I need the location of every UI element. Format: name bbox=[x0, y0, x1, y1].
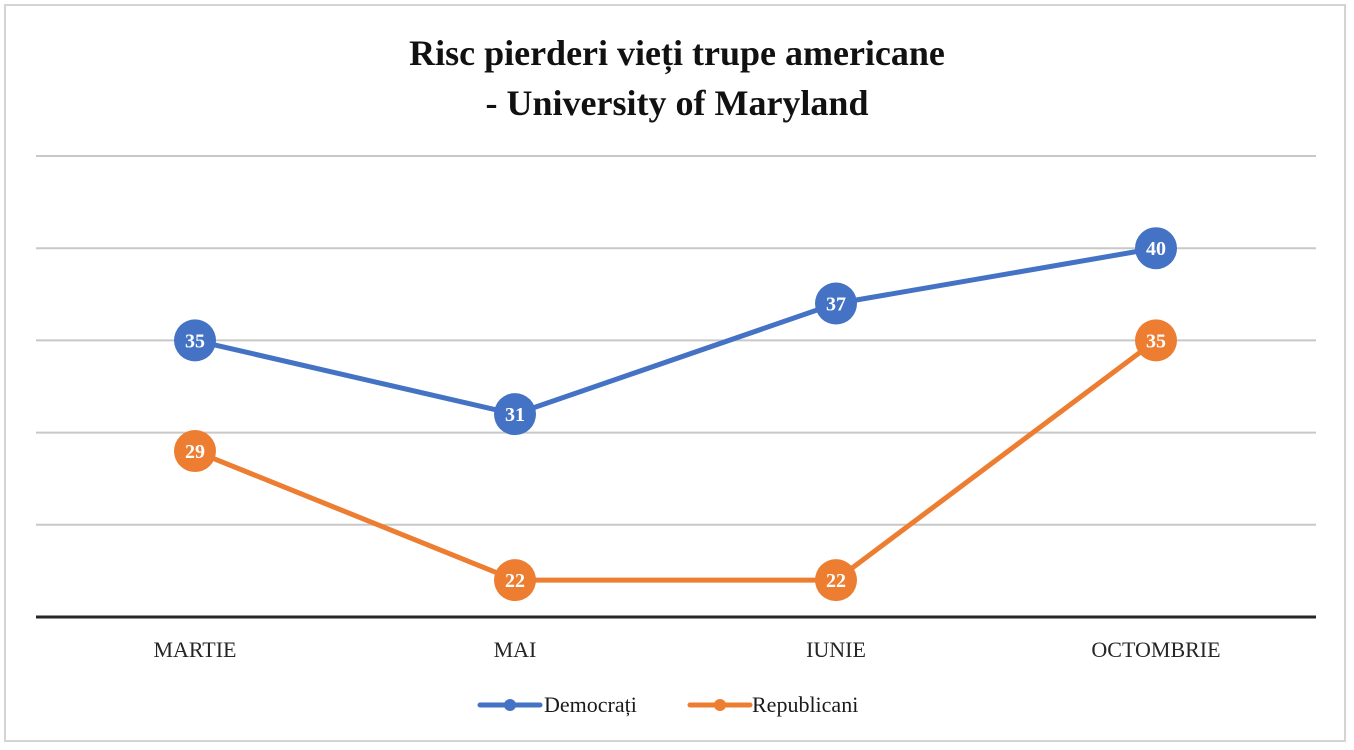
data-point bbox=[1135, 227, 1177, 270]
category-labels: MARTIE MAI IUNIE OCTOMBRIE bbox=[153, 637, 1220, 662]
data-label: 22 bbox=[826, 570, 846, 592]
series-line-0 bbox=[192, 245, 1159, 417]
legend-label: Democrați bbox=[544, 692, 637, 717]
chart-title: Risc pierderi vieți trupe americane - Un… bbox=[0, 28, 1354, 128]
chart-frame bbox=[4, 4, 1346, 742]
legend-item: Democrați bbox=[477, 692, 637, 717]
x-tick-label: OCTOMBRIE bbox=[1091, 637, 1220, 662]
data-point bbox=[174, 430, 216, 473]
data-point bbox=[494, 393, 536, 436]
data-point bbox=[174, 319, 216, 362]
legend-marker bbox=[714, 699, 726, 711]
legend-item: Republicani bbox=[687, 692, 858, 717]
data-label: 35 bbox=[185, 330, 205, 352]
series-markers: 35 31 37 40 29 22 22 35 bbox=[174, 227, 1177, 602]
series-lines bbox=[192, 245, 1159, 583]
data-point bbox=[815, 559, 857, 602]
x-tick-label: MARTIE bbox=[153, 637, 236, 662]
data-label: 40 bbox=[1146, 238, 1166, 260]
data-point bbox=[815, 282, 857, 325]
chart-title-line-2: - University of Maryland bbox=[485, 83, 869, 123]
legend-label: Republicani bbox=[752, 692, 858, 717]
data-point bbox=[494, 559, 536, 602]
data-label: 29 bbox=[185, 441, 205, 463]
data-label: 22 bbox=[505, 570, 525, 592]
gridlines bbox=[36, 155, 1316, 526]
x-tick-label: IUNIE bbox=[806, 637, 866, 662]
data-label: 37 bbox=[826, 294, 846, 316]
series-line-1 bbox=[192, 337, 1159, 583]
chart-title-line-1: Risc pierderi vieți trupe americane bbox=[409, 33, 945, 73]
legend-marker bbox=[504, 699, 516, 711]
data-label: 31 bbox=[505, 404, 525, 426]
data-label: 35 bbox=[1146, 330, 1166, 352]
legend: Democrați Republicani bbox=[477, 692, 858, 717]
x-tick-label: MAI bbox=[494, 637, 537, 662]
data-point bbox=[1135, 319, 1177, 362]
